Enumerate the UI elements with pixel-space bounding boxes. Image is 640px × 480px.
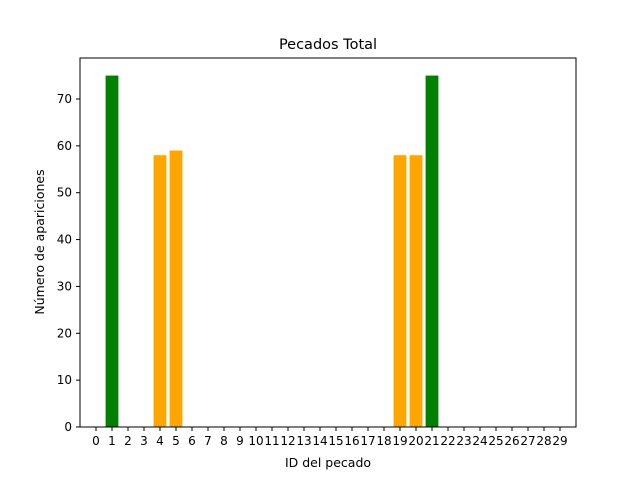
y-tick-label: 50	[57, 186, 72, 200]
x-tick-label: 14	[312, 434, 327, 448]
y-tick-label: 30	[57, 279, 72, 293]
y-tick-label: 0	[64, 420, 72, 434]
x-tick-label: 24	[472, 434, 487, 448]
x-tick-label: 26	[504, 434, 519, 448]
x-tick-label: 7	[204, 434, 212, 448]
x-tick-label: 29	[552, 434, 567, 448]
chart-title: Pecados Total	[279, 37, 377, 53]
x-tick-label: 2	[124, 434, 132, 448]
x-tick-label: 6	[188, 434, 196, 448]
x-tick-label: 9	[236, 434, 244, 448]
x-tick-label: 21	[424, 434, 439, 448]
x-tick-label: 4	[156, 434, 164, 448]
bar-5	[169, 150, 183, 428]
x-tick-label: 25	[488, 434, 503, 448]
x-tick-label: 27	[520, 434, 535, 448]
x-tick-label: 20	[408, 434, 423, 448]
x-tick-label: 28	[536, 434, 551, 448]
bar-19	[393, 155, 407, 427]
x-tick-label: 3	[140, 434, 148, 448]
x-tick-label: 12	[280, 434, 295, 448]
x-tick-label: 18	[376, 434, 391, 448]
x-axis-label: ID del pecado	[285, 455, 371, 470]
x-tick-label: 15	[328, 434, 343, 448]
y-tick-label: 60	[57, 139, 72, 153]
x-tick-label: 8	[220, 434, 228, 448]
y-tick-label: 40	[57, 233, 72, 247]
x-tick-label: 22	[440, 434, 455, 448]
x-tick-label: 5	[172, 434, 180, 448]
bar-1	[105, 75, 119, 428]
y-tick-label: 10	[57, 373, 72, 387]
bar-20	[409, 155, 423, 427]
x-tick-label: 10	[248, 434, 263, 448]
x-tick-label: 19	[392, 434, 407, 448]
bar-4	[153, 155, 167, 427]
plot-area: 0 1 2 3 4 5 6 7 8 9 10 11 12 13 14 15 16 17 18 19 20 21 22 23 24…	[57, 57, 577, 448]
bar-21	[425, 75, 439, 428]
y-axis-label: Número de apariciones	[32, 169, 47, 314]
axes-frame	[79, 57, 577, 428]
x-tick-label: 1	[108, 434, 116, 448]
x-tick-label: 23	[456, 434, 471, 448]
y-tick-label: 20	[57, 326, 72, 340]
y-tick-label: 70	[57, 92, 72, 106]
x-tick-label: 0	[92, 434, 100, 448]
x-tick-label: 13	[296, 434, 311, 448]
x-tick-label: 17	[360, 434, 375, 448]
x-tick-label: 16	[344, 434, 359, 448]
x-tick-label: 11	[264, 434, 279, 448]
